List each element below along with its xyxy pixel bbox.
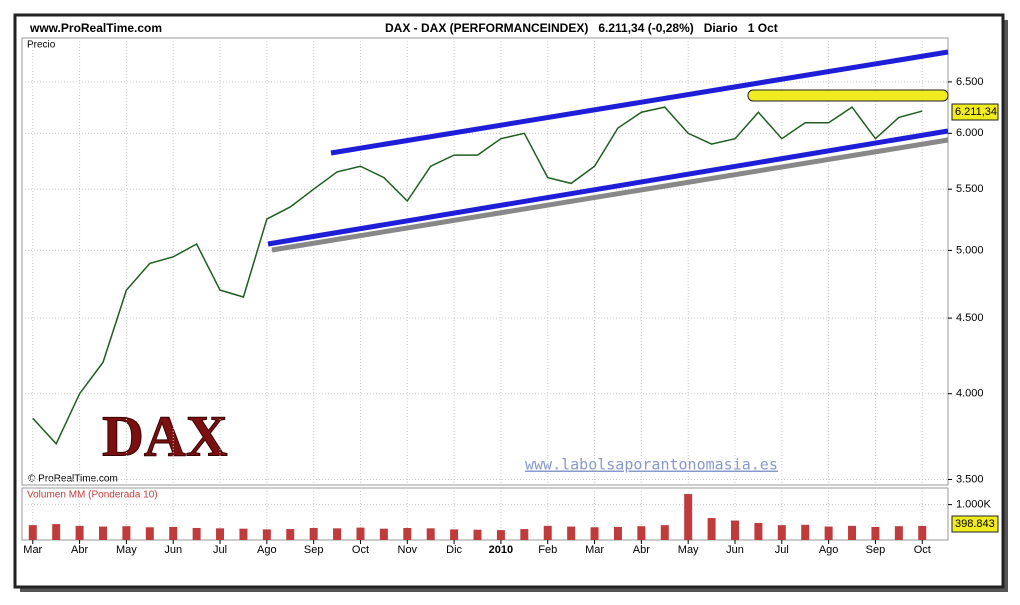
watermark-url: www.labolsaporantonomasia.es xyxy=(525,456,778,474)
volume-bar xyxy=(871,526,880,540)
volume-bar xyxy=(98,526,107,540)
volume-bar xyxy=(192,527,201,540)
x-tick-label: Mar xyxy=(585,544,604,556)
x-tick-label: Dic xyxy=(446,544,462,556)
volume-bar xyxy=(824,526,833,540)
volume-bar xyxy=(239,528,248,540)
last-volume-box xyxy=(951,515,999,533)
volume-bar xyxy=(333,528,342,540)
y-tick-label: 6.500 xyxy=(956,76,984,88)
volume-bar xyxy=(496,530,505,540)
volume-bar xyxy=(918,525,927,540)
volume-bar xyxy=(730,520,739,540)
volume-bar xyxy=(707,518,716,540)
volume-bar xyxy=(309,527,318,540)
y-tick-label: 6.000 xyxy=(956,127,984,139)
volume-bar xyxy=(777,525,786,540)
volume-bar xyxy=(122,526,131,540)
volume-bar xyxy=(52,524,61,540)
x-tick-label: Jun xyxy=(164,544,182,556)
price-line xyxy=(32,106,923,446)
x-tick-label: Ago xyxy=(819,544,839,556)
panel-title: Volumen MM (Ponderada 10) xyxy=(27,490,158,501)
x-tick-label: May xyxy=(678,544,699,556)
volume-bar xyxy=(613,526,622,540)
x-tick-label: Sep xyxy=(866,544,886,556)
volume-bar xyxy=(848,525,857,540)
x-tick-label: Abr xyxy=(71,544,88,556)
x-tick-label: Jun xyxy=(726,544,744,556)
trend-line-upper xyxy=(330,49,949,156)
volume-bar xyxy=(894,526,903,540)
x-tick-label: Jul xyxy=(213,544,227,556)
volume-bar xyxy=(590,527,599,540)
volume-bar xyxy=(379,528,388,540)
x-tick-label: 2010 xyxy=(489,544,513,556)
y-tick-label: 1.000K xyxy=(956,499,992,511)
volume-bar xyxy=(216,528,225,540)
x-tick-label: May xyxy=(116,544,137,556)
volume-bar xyxy=(262,529,271,540)
trend-line-gray xyxy=(271,137,949,253)
y-tick-label: 4.000 xyxy=(956,388,984,400)
volume-bar xyxy=(75,525,84,540)
volume-bar xyxy=(426,528,435,540)
y-tick-label: 4.500 xyxy=(956,312,984,324)
volume-bar xyxy=(754,523,763,540)
y-tick-label: 5.000 xyxy=(956,244,984,256)
volume-bar xyxy=(286,529,295,540)
x-tick-label: Oct xyxy=(914,544,931,556)
trend-line-lower xyxy=(267,128,949,247)
x-tick-label: Jul xyxy=(775,544,789,556)
x-tick-label: Oct xyxy=(352,544,369,556)
panel-title: Precio xyxy=(27,40,56,51)
site: www.ProRealTime.com xyxy=(29,21,162,35)
last-price-box xyxy=(951,103,999,121)
volume-bar xyxy=(660,525,669,540)
x-tick-label: Sep xyxy=(304,544,324,556)
x-tick-label: Mar xyxy=(23,544,42,556)
volume-bar xyxy=(28,525,37,540)
volume-bar xyxy=(567,526,576,540)
copyright: © ProRealTime.com xyxy=(28,474,118,485)
watermark-big: DAX xyxy=(102,403,228,468)
volume-bar xyxy=(403,527,412,540)
y-tick-label: 5.500 xyxy=(956,183,984,195)
volume-bar xyxy=(684,494,693,540)
volume-bar xyxy=(520,529,529,540)
volume-bar xyxy=(543,525,552,540)
volume-bar xyxy=(801,524,810,540)
plot: Mar Abr May Jun Jul Ago Sep Oct Nov Dic 2010 Feb Mar… xyxy=(22,38,992,556)
x-tick-label: Ago xyxy=(257,544,277,556)
volume-bar xyxy=(450,529,459,540)
x-tick-label: Feb xyxy=(538,544,557,556)
volume-bar xyxy=(637,526,646,540)
volume-bar xyxy=(356,527,365,540)
chart-header: DAX - DAX (PERFORMANCEINDEX) 6.211,34 (-… xyxy=(385,21,778,35)
volume-bar xyxy=(169,526,178,540)
x-tick-label: Abr xyxy=(633,544,650,556)
resistance-zone xyxy=(747,89,949,102)
volume-bar xyxy=(473,529,482,540)
last-price: 6.211,34 xyxy=(955,106,997,118)
y-tick-label: 3.500 xyxy=(956,473,984,485)
price-panel xyxy=(21,37,949,486)
x-tick-label: Nov xyxy=(398,544,418,556)
last-volume: 398.843 xyxy=(955,518,995,530)
volume-bar xyxy=(145,527,154,540)
